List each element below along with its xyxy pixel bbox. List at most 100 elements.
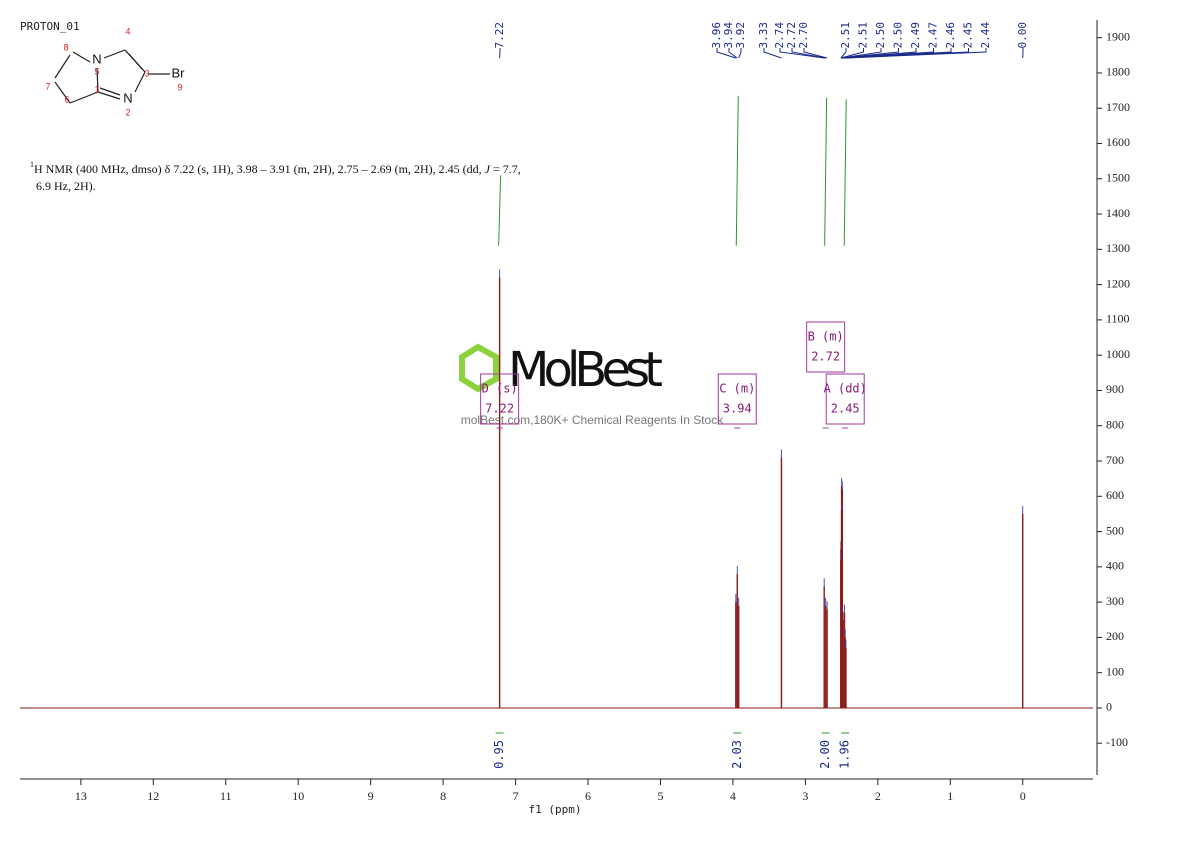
atom-number: 5 [94, 66, 99, 76]
sup: 1 [30, 160, 34, 169]
bond [54, 54, 71, 79]
x-tick-label: 0 [1020, 789, 1026, 803]
peak-label: 2.72 [785, 22, 798, 49]
bond [96, 67, 99, 93]
watermark-logo [459, 343, 499, 393]
peak-connector [841, 48, 882, 59]
x-tick-label: 9 [368, 789, 374, 803]
peak-connector [763, 48, 782, 59]
structure [54, 49, 170, 104]
x-tick-label: 8 [440, 789, 446, 803]
nmr-description-line2: 6.9 Hz, 2H). [36, 179, 96, 193]
x-tick-label: 3 [802, 789, 808, 803]
x-tick-label: 5 [657, 789, 663, 803]
integral-curve [498, 175, 502, 246]
integral-curve [735, 95, 739, 246]
peak-connector [779, 48, 825, 59]
atom-number: 3 [144, 68, 149, 78]
y-tick-label: 700 [1106, 453, 1124, 467]
y-tick-label: 1100 [1106, 312, 1130, 326]
atom-number: 6 [64, 94, 69, 104]
peak-connector [840, 48, 864, 59]
atom-label: N [92, 51, 101, 66]
peak-connector [716, 48, 736, 59]
peak-label: 7.22 [493, 22, 506, 49]
y-tick-label: 1500 [1106, 171, 1130, 185]
multiplet-name: C (m) [719, 382, 755, 396]
multiplet-box [480, 373, 520, 425]
peak-label: 3.96 [710, 22, 723, 49]
peak-label: 3.33 [757, 22, 770, 49]
multiplet-shift: 2.45 [831, 402, 860, 416]
desc-text: H NMR (400 MHz, dmso) δ 7.22 (s, 1H), 3.… [34, 162, 485, 176]
peak-connector [791, 48, 826, 59]
multiplet-name: A (dd) [824, 382, 867, 396]
peak-label: 2.49 [909, 22, 922, 49]
y-tick-label: 1600 [1106, 135, 1130, 149]
peak-connector [841, 48, 899, 59]
watermark-brand: MolBest [508, 342, 663, 398]
y-tick-label: 1800 [1106, 65, 1130, 79]
watermark: MolBest molBest.com,180K+ Chemical Reage… [459, 342, 724, 427]
peak-label: 3.94 [722, 22, 735, 49]
peak-label: 2.47 [927, 22, 940, 49]
desc-text: = 7.7, [490, 162, 521, 176]
peak-label: 2.44 [979, 22, 992, 49]
peak-label: 0.00 [1016, 22, 1029, 49]
bond [134, 71, 146, 93]
peak-label: 2.74 [773, 22, 786, 49]
x-tick-label: 6 [585, 789, 591, 803]
desc-j: J [485, 162, 491, 176]
multiplet-box [717, 373, 757, 425]
peak-label: 2.51 [839, 22, 852, 49]
peak-label: 2.51 [857, 22, 870, 49]
x-axis-label: f1 (ppm) [529, 803, 582, 816]
peak-label: 3.92 [734, 22, 747, 49]
nmr-description: 1H NMR (400 MHz, dmso) δ 7.22 (s, 1H), 3… [30, 160, 521, 176]
y-tick-label: 1700 [1106, 100, 1130, 114]
y-tick-label: 600 [1106, 488, 1124, 502]
spectrum-title: PROTON_01 [20, 20, 80, 33]
watermark-tagline: molBest.com,180K+ Chemical Reagents In S… [461, 413, 724, 427]
peak-connector [845, 48, 987, 59]
x-tick-label: 11 [220, 789, 232, 803]
x-tick-label: 12 [147, 789, 159, 803]
y-tick-label: 800 [1106, 417, 1124, 431]
peak-label: 2.50 [892, 22, 905, 49]
integral-label: 1.96 [838, 740, 852, 769]
x-tick-label: 13 [75, 789, 87, 803]
y-tick-label: 500 [1106, 523, 1124, 537]
x-tick-label: 1 [947, 789, 953, 803]
bond [99, 87, 121, 96]
peak-label: 2.50 [874, 22, 887, 49]
y-tick-label: 1000 [1106, 347, 1130, 361]
peak-connector [728, 48, 738, 59]
multiplet-shift: 2.72 [811, 350, 840, 364]
integral-curve [824, 97, 828, 246]
integral-label: 2.03 [730, 740, 744, 769]
peak-connector [840, 48, 847, 59]
atom-number: 7 [45, 81, 50, 91]
x-tick-label: 4 [730, 789, 736, 803]
multiplet-box [806, 321, 846, 373]
multiplet-name: B (m) [808, 330, 844, 344]
peak-label: 2.70 [797, 22, 810, 49]
integral-label: 2.00 [818, 740, 832, 769]
y-tick-label: 1200 [1106, 276, 1130, 290]
integral-curve [843, 99, 847, 246]
bond [97, 91, 121, 100]
peak-connector [803, 48, 828, 59]
atom-number: 4 [125, 26, 130, 36]
multiplet-name: D (s) [482, 382, 518, 396]
y-tick-label: 300 [1106, 594, 1124, 608]
atom-label: Br [172, 65, 186, 80]
y-tick-label: 1400 [1106, 206, 1130, 220]
y-tick-label: 1300 [1106, 241, 1130, 255]
bond [103, 49, 126, 59]
y-tick-label: 0 [1106, 700, 1112, 714]
bond [72, 51, 91, 63]
x-tick-label: 7 [513, 789, 519, 803]
atom-number: 2 [125, 107, 130, 117]
